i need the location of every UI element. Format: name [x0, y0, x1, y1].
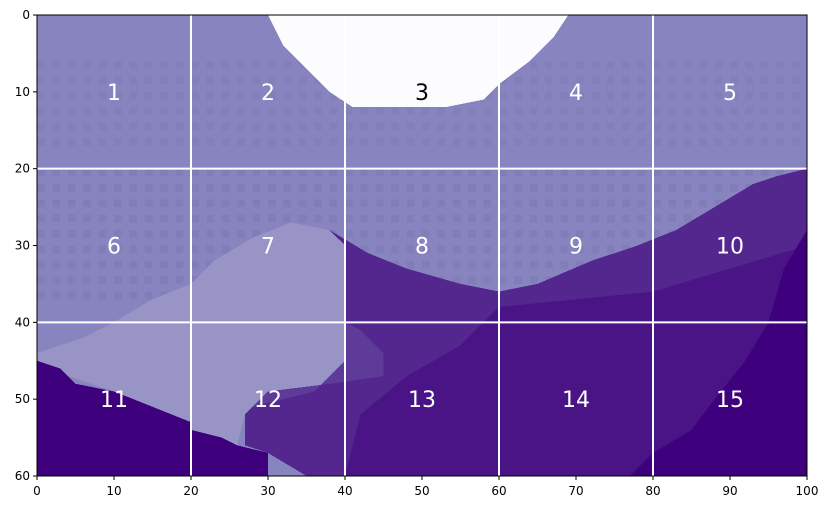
- cell-label: 9: [569, 235, 583, 260]
- cell-label: 10: [716, 235, 744, 260]
- y-tick-label: 30: [15, 239, 30, 253]
- cell-label: 12: [254, 388, 282, 413]
- y-tick-label: 40: [15, 315, 30, 329]
- x-tick-label: 40: [337, 484, 352, 498]
- cell-label: 6: [107, 235, 121, 260]
- y-tick-label: 20: [15, 162, 30, 176]
- cell-label: 3: [415, 81, 429, 106]
- cell-label: 13: [408, 388, 436, 413]
- cell-label: 7: [261, 235, 275, 260]
- y-tick-label: 10: [15, 85, 30, 99]
- x-tick-label: 50: [414, 484, 429, 498]
- cell-label: 1: [107, 81, 121, 106]
- cell-label: 15: [716, 388, 744, 413]
- grid: [37, 15, 807, 476]
- y-tick-label: 60: [15, 469, 30, 483]
- x-tick-label: 90: [722, 484, 737, 498]
- y-tick-label: 50: [15, 392, 30, 406]
- y-tick-label: 0: [22, 8, 30, 22]
- cell-label: 11: [100, 388, 128, 413]
- cell-label: 14: [562, 388, 590, 413]
- x-tick-label: 100: [796, 484, 819, 498]
- x-tick-label: 30: [260, 484, 275, 498]
- cell-label: 8: [415, 235, 429, 260]
- x-tick-label: 20: [183, 484, 198, 498]
- cell-label: 4: [569, 81, 583, 106]
- cell-label: 2: [261, 81, 275, 106]
- cell-label: 5: [723, 81, 737, 106]
- x-tick-label: 10: [106, 484, 121, 498]
- x-tick-label: 70: [568, 484, 583, 498]
- x-tick-label: 80: [645, 484, 660, 498]
- x-tick-label: 0: [33, 484, 41, 498]
- axes: 0 10 20 30 40 50 60 70 80 90 100 0 10 20 30 40 50 60: [15, 8, 819, 498]
- image: [37, 15, 807, 476]
- x-tick-label: 60: [491, 484, 506, 498]
